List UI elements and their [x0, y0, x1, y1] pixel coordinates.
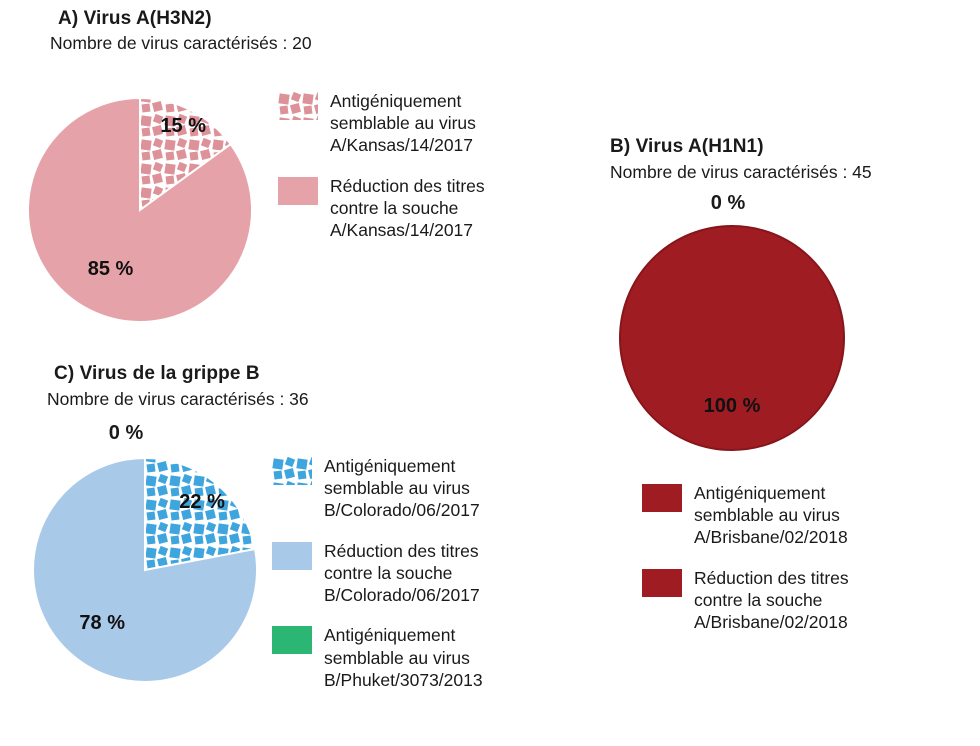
legend-label: Réduction des titres contre la souche B/… [324, 540, 480, 606]
legend-swatch-green-solid [272, 626, 312, 655]
legend-swatch-darkred-solid [642, 484, 682, 512]
chart-c-subtitle: Nombre de virus caractérisés : 36 [47, 389, 309, 409]
pie-slice-c-0 [144, 456, 257, 572]
pie-slice-b-1 [619, 225, 845, 451]
legend-label: Réduction des titres contre la souche A/… [330, 175, 485, 241]
legend-swatch-pink-solid [278, 176, 318, 205]
legend-swatch-lightblue-solid [272, 541, 312, 570]
pie-c-zero-percent-label: 0 % [108, 422, 144, 444]
legend-item-a-titre-reduction: Réduction des titres contre la souche A/… [278, 175, 535, 242]
pie-b-zero-percent-label: 0 % [710, 192, 746, 214]
legend-item-a-antigenically-similar: Antigéniquement semblable au virus A/Kan… [278, 90, 535, 157]
chart-b-subtitle: Nombre de virus caractérisés : 45 [610, 162, 872, 182]
chart-a-title: A) Virus A(H3N2) [58, 8, 212, 29]
pie-chart-a: 15 % 85 % [26, 96, 253, 323]
pie-chart-b: 100 % [619, 225, 845, 451]
chart-a-subtitle: Nombre de virus caractérisés : 20 [50, 33, 312, 53]
pie-percent-label: 85 % [88, 258, 134, 280]
pie-slice-a-0 [139, 96, 233, 212]
chart-c-title: C) Virus de la grippe B [54, 363, 260, 384]
legend-item-c-titre-reduction: Réduction des titres contre la souche B/… [272, 540, 529, 607]
pie-slice-c-1 [32, 456, 258, 683]
legend-label: Antigéniquement semblable au virus B/Col… [324, 456, 480, 521]
legend-item-c-antigenically-similar-phuket: Antigéniquement semblable au virus B/Phu… [272, 624, 529, 691]
pie-percent-label: 100 % [704, 395, 761, 417]
legend-item-b-titre-reduction: Réduction des titres contre la souche A/… [642, 567, 899, 634]
legend-swatch-blue-pattern [272, 457, 312, 485]
pie-percent-label: 15 % [160, 115, 206, 137]
chart-b-legend: Antigéniquement semblable au virus A/Bri… [642, 482, 899, 651]
legend-swatch-pink-pattern [278, 92, 318, 120]
pie-chart-c: 22 % 78 % [32, 456, 258, 683]
legend-item-b-antigenically-similar: Antigéniquement semblable au virus A/Bri… [642, 482, 899, 549]
pie-slice-a-1 [26, 96, 253, 323]
chart-c-legend: Antigéniquement semblable au virus B/Col… [272, 455, 529, 709]
legend-label: Antigéniquement semblable au virus A/Bri… [694, 483, 848, 548]
legend-label: Antigéniquement semblable au virus A/Kan… [330, 91, 476, 156]
legend-swatch-darkred-solid [642, 568, 682, 597]
chart-a-legend: Antigéniquement semblable au virus A/Kan… [278, 90, 535, 259]
legend-label: Réduction des titres contre la souche A/… [694, 567, 849, 633]
legend-label: Antigéniquement semblable au virus B/Phu… [324, 625, 483, 690]
pie-percent-label: 22 % [179, 491, 225, 513]
chart-b-title: B) Virus A(H1N1) [610, 136, 764, 157]
pie-percent-label: 78 % [79, 612, 125, 634]
legend-item-c-antigenically-similar-colorado: Antigéniquement semblable au virus B/Col… [272, 455, 529, 522]
